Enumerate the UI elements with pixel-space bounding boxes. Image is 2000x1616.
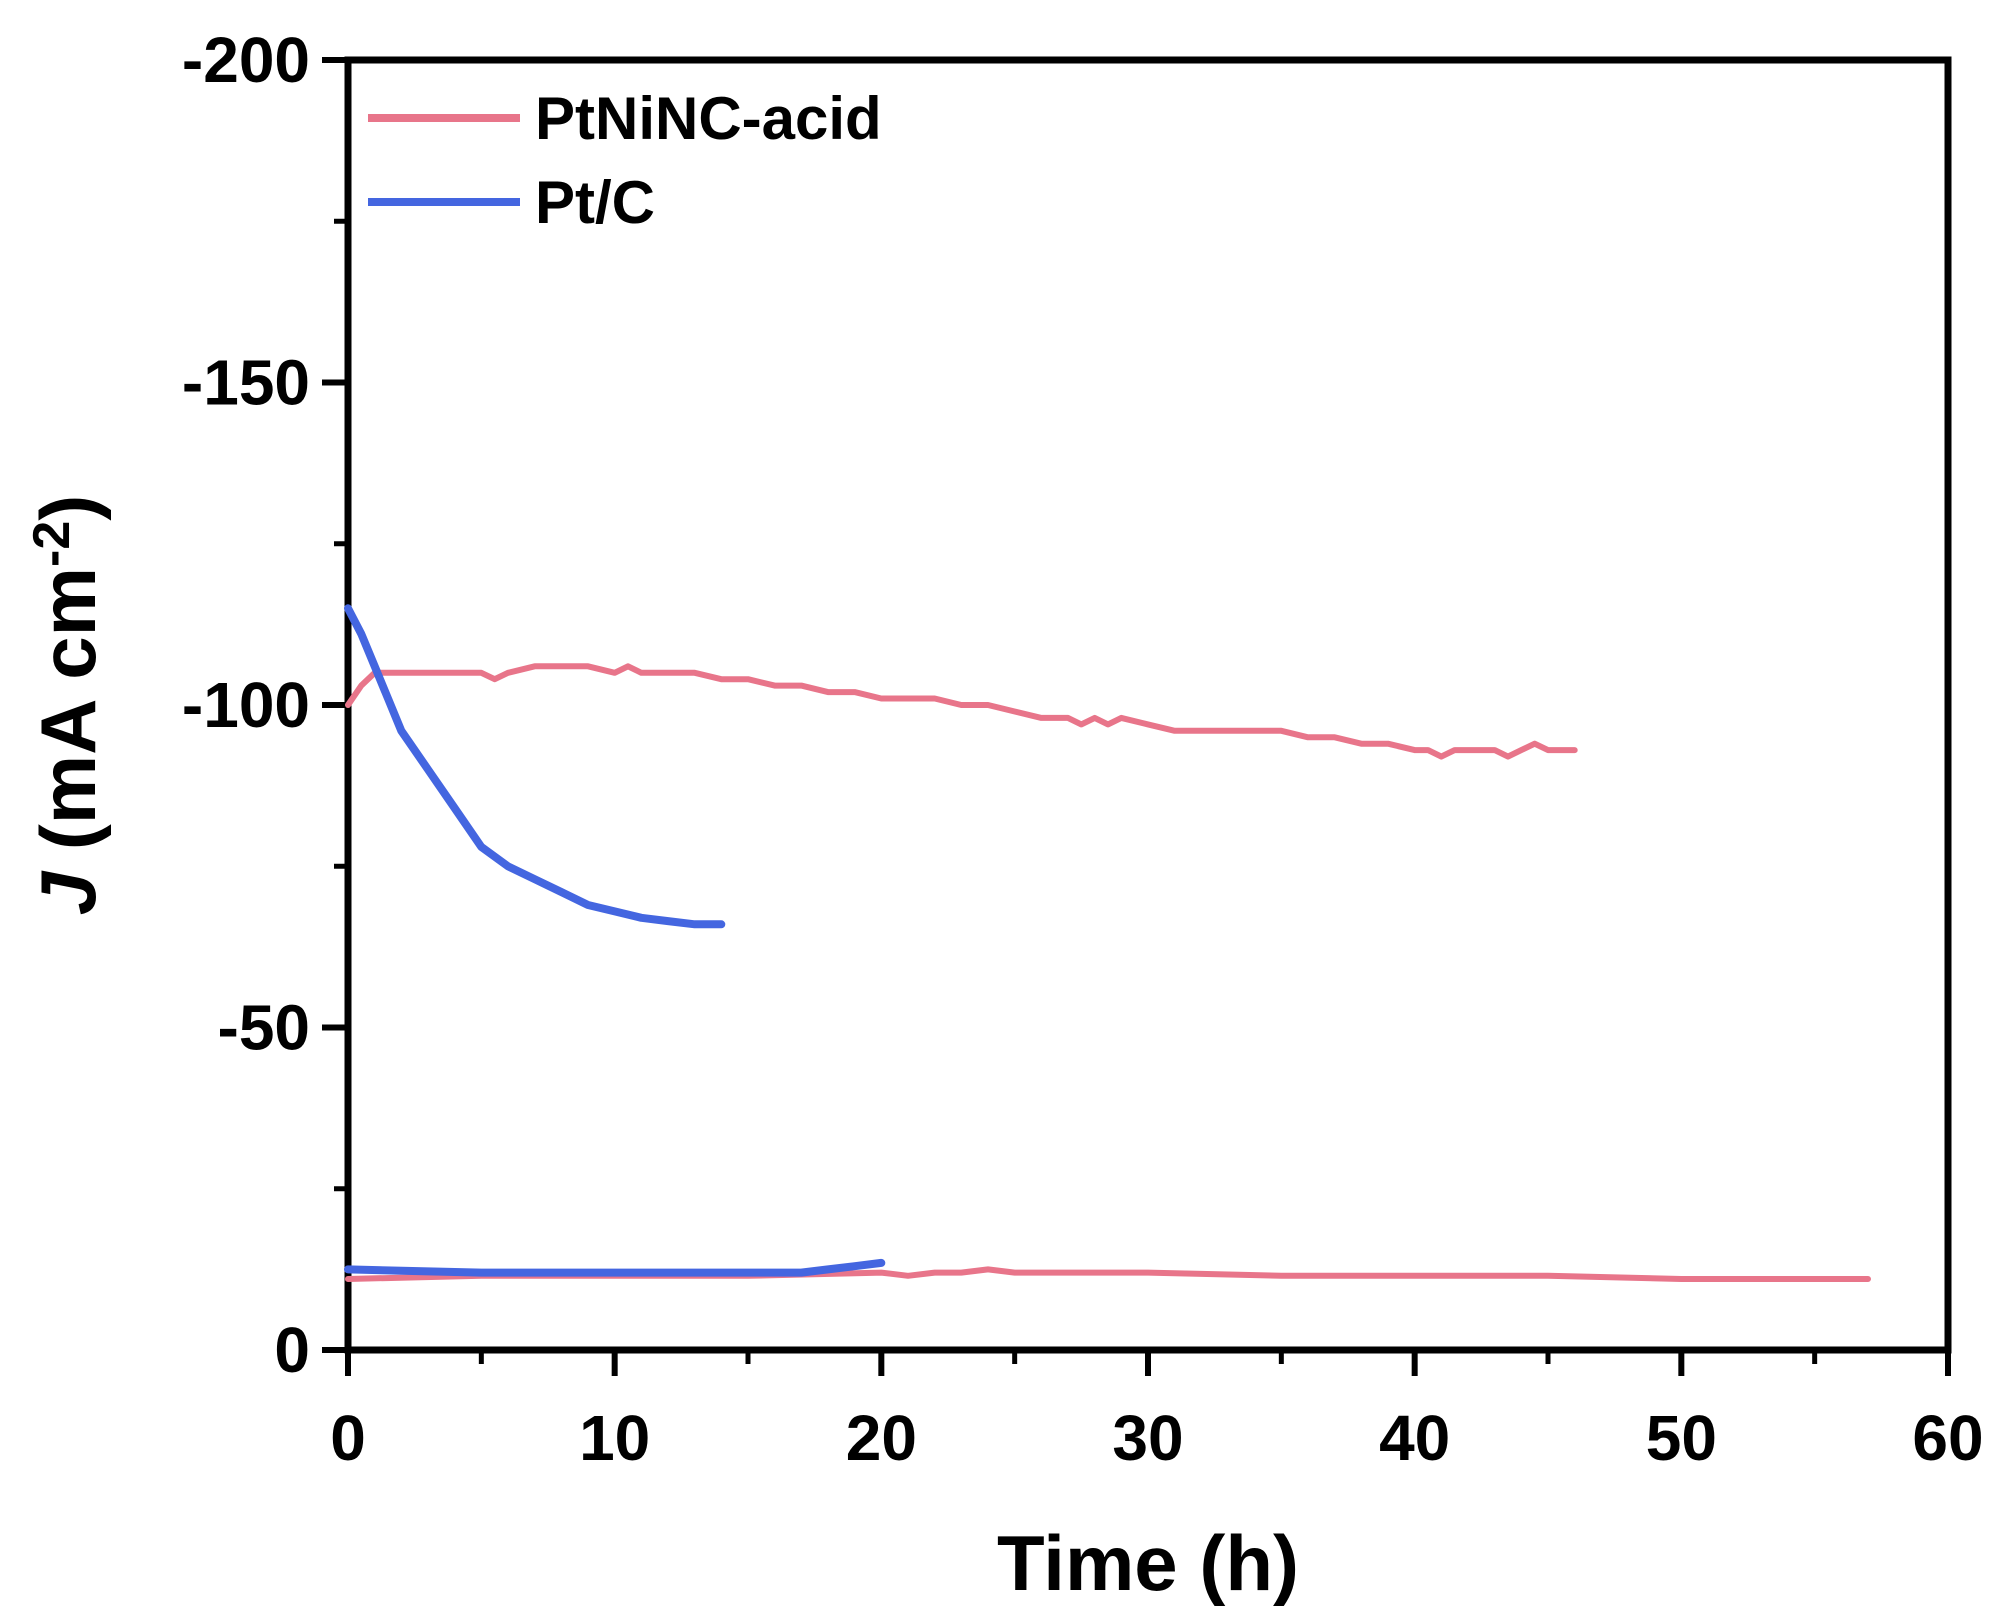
- series-line-pt-c-2: [344, 1258, 886, 1277]
- x-tick-label: 10: [579, 1402, 650, 1474]
- x-tick-label: 40: [1379, 1402, 1450, 1474]
- y-axis-title-rest: (mA cm: [24, 567, 112, 872]
- axis-ticks: 0 10 20 30 40 50 60 0 -50 -100 -150 -200: [182, 24, 1984, 1474]
- series-line-ptninc-acid-1: [345, 663, 1578, 760]
- y-axis-title-italic: J: [24, 870, 112, 915]
- x-tick-label: 50: [1646, 1402, 1717, 1474]
- x-axis-title: Time (h): [997, 1519, 1299, 1607]
- x-tick-label: 60: [1912, 1402, 1983, 1474]
- y-tick-label: -50: [218, 992, 311, 1064]
- y-axis-title-superscript: -2: [23, 521, 81, 567]
- legend-label-ptninc-acid: PtNiNC-acid: [535, 85, 882, 152]
- legend-label-pt-c: Pt/C: [535, 169, 655, 236]
- x-tick-label: 0: [330, 1402, 366, 1474]
- legend: PtNiNC-acid Pt/C: [368, 85, 882, 236]
- y-tick-label: 0: [274, 1314, 310, 1386]
- plot-frame: [344, 56, 1952, 1354]
- y-tick-label: -200: [182, 24, 310, 96]
- series-line-pt-c-1: [344, 604, 726, 929]
- x-tick-label: 20: [846, 1402, 917, 1474]
- x-tick-label: 30: [1112, 1402, 1183, 1474]
- y-tick-label: -100: [182, 669, 310, 741]
- y-tick-label: -150: [182, 347, 310, 419]
- y-axis-title: J (mA cm-2): [23, 495, 112, 915]
- y-axis-title-close: ): [24, 495, 112, 521]
- series-layer: [344, 604, 1871, 1282]
